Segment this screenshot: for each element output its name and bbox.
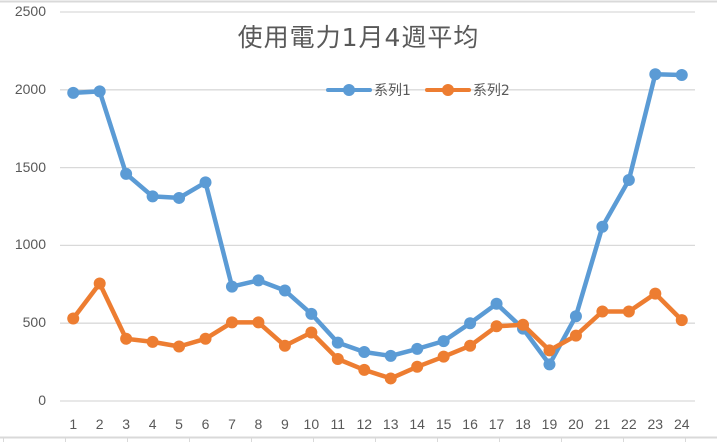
y-tick-label: 2500 [14,3,46,19]
x-tick-label: 8 [254,416,263,432]
data-point-marker [437,335,450,348]
data-point-marker [252,316,265,329]
x-tick-label: 14 [409,416,425,432]
data-point-marker [569,310,582,323]
data-point-marker [252,274,265,287]
data-point-marker [384,372,397,385]
x-tick-label: 1 [69,416,78,432]
data-point-marker [225,280,238,293]
x-tick-label: 13 [382,416,399,432]
data-point-marker [278,284,291,297]
x-tick-label: 17 [488,416,505,432]
data-point-marker [464,339,477,352]
legend-item-series-1: 系列1 [326,80,411,100]
y-tick-label: 0 [38,392,46,408]
chart-legend: 系列1 系列2 [326,80,524,100]
x-tick-label: 10 [303,416,320,432]
x-tick-label: 18 [515,416,531,432]
data-point-marker [569,329,582,342]
data-point-marker [173,340,186,353]
data-point-marker [146,335,159,348]
y-tick-label: 1000 [14,236,46,253]
x-tick-label: 11 [330,416,346,432]
data-point-marker [173,191,186,204]
x-tick-label: 15 [435,416,452,432]
data-point-marker [596,305,609,318]
data-point-marker [675,69,688,82]
data-point-marker [384,349,397,362]
x-tick-label: 24 [673,416,690,432]
data-point-marker [622,305,635,318]
series-1 [67,68,688,371]
x-tick-label: 3 [122,416,131,432]
data-point-marker [649,68,662,81]
x-tick-label: 4 [148,416,157,432]
data-point-marker [543,358,556,371]
data-point-marker [437,350,450,363]
data-point-marker [622,174,635,187]
legend-label: 系列2 [472,83,510,99]
x-tick-label: 12 [356,416,373,432]
data-point-marker [199,332,212,345]
x-tick-label: 9 [280,416,289,432]
legend-label: 系列1 [374,83,411,99]
data-point-marker [93,277,106,290]
x-tick-label: 16 [462,416,478,432]
data-point-marker [67,312,80,325]
data-point-marker [490,297,503,310]
data-point-marker [517,318,530,331]
data-point-marker [146,190,159,203]
x-tick-label: 20 [568,416,584,432]
series-2 [67,277,688,385]
data-point-marker [675,314,688,327]
x-tick-label: 21 [594,416,611,432]
data-point-marker [305,326,318,339]
data-point-marker [278,339,291,352]
data-point-marker [331,336,344,349]
data-point-marker [649,287,662,300]
data-point-marker [331,352,344,365]
legend-item-series-2: 系列2 [424,80,510,100]
x-tick-label: 2 [95,416,104,432]
x-tick-label: 7 [228,416,236,432]
data-point-marker [120,167,133,180]
data-point-marker [67,86,80,99]
data-point-marker [490,320,503,333]
x-tick-label: 23 [647,416,664,432]
data-point-marker [120,332,133,345]
chart-title: 使用電力1月4週平均 [237,23,480,52]
data-point-marker [358,363,371,376]
x-tick-label: 22 [621,416,637,432]
data-point-marker [199,176,212,189]
x-tick-label: 6 [201,416,210,432]
x-tick-label: 19 [541,416,558,432]
y-tick-label: 2000 [14,80,46,97]
data-point-marker [358,345,371,358]
x-tick-label: 5 [175,416,183,432]
y-tick-label: 500 [22,314,46,331]
data-point-marker [596,220,609,233]
y-tick-label: 1500 [14,158,46,175]
data-point-marker [543,344,556,357]
data-point-marker [464,317,477,330]
legend-line-marker-icon [326,83,372,97]
data-point-marker [411,360,424,373]
data-point-marker [93,85,106,98]
data-point-marker [411,342,424,355]
data-point-marker [305,307,318,320]
data-point-marker [225,316,238,329]
legend-line-marker-icon [424,83,471,97]
